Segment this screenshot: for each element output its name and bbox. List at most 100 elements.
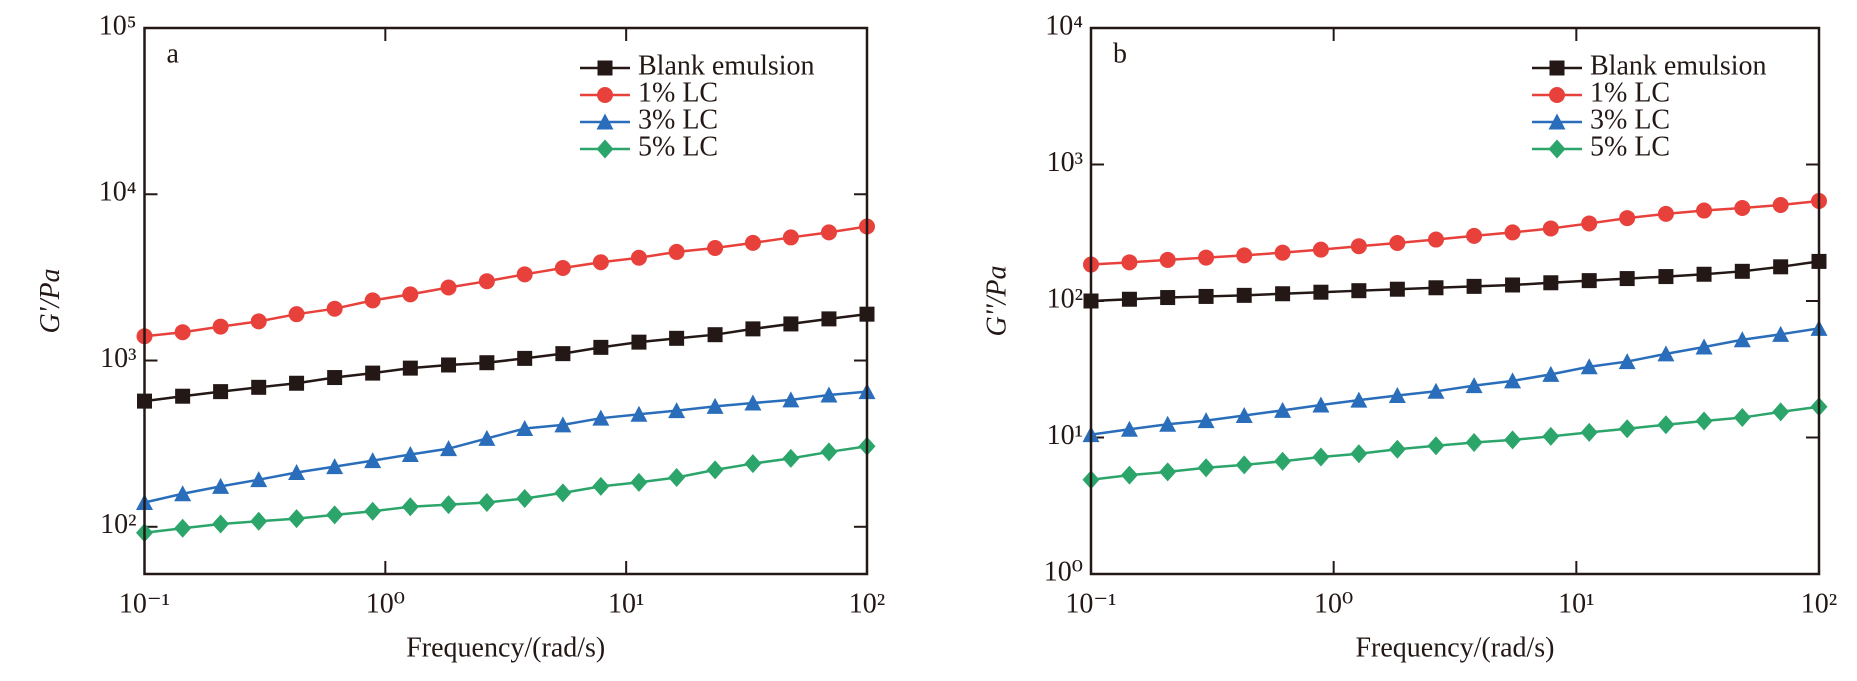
marker [1543,275,1559,291]
series-line [144,390,868,504]
marker [516,488,534,508]
marker [1657,205,1674,222]
marker [1619,210,1636,227]
marker [402,286,419,303]
marker [1542,426,1560,446]
x-axis-label: Frequency/(rad/s) [1355,632,1554,663]
marker [1504,224,1521,241]
marker [593,339,609,355]
marker [1313,284,1329,300]
y-tick-label: 10³ [1047,147,1083,178]
marker [250,313,267,330]
marker [288,509,306,529]
marker [630,249,647,266]
marker [744,454,762,474]
marker [1389,235,1406,252]
marker [1505,277,1521,293]
marker [820,386,838,403]
marker [326,505,344,525]
marker [706,397,724,414]
marker [1734,200,1751,217]
marker [1466,278,1482,294]
marker [630,472,648,492]
marker [782,229,799,246]
marker [479,355,495,371]
marker [1581,273,1597,289]
legend-marker [1549,87,1565,103]
x-tick-label: 10¹ [608,588,644,619]
marker [554,260,571,277]
marker [1465,377,1483,394]
marker [1695,338,1713,355]
marker [1160,290,1176,306]
panel-label: a [167,38,180,69]
marker [1427,436,1445,456]
marker [592,409,610,426]
legend-label: 1% LC [1590,77,1670,108]
marker [1351,283,1367,299]
marker [1197,458,1215,478]
x-tick-label: 10² [1801,588,1837,619]
marker [1388,439,1406,459]
marker [1772,325,1790,342]
y-axis-label: G'/Pa [35,268,66,333]
marker [250,471,268,488]
legend-marker [1548,113,1566,130]
marker [516,420,534,437]
marker [1236,247,1253,264]
marker [440,279,457,296]
marker [1772,402,1790,422]
marker [174,518,192,538]
marker [1159,251,1176,268]
legend-label: 3% LC [1590,104,1670,135]
y-tick-label: 10² [1047,283,1083,314]
x-axis-label: Frequency/(rad/s) [406,632,605,663]
legend-label: 5% LC [1590,131,1670,162]
marker [1504,372,1522,389]
marker [289,375,305,391]
y-tick-label: 10² [100,509,136,540]
marker [1388,387,1406,404]
marker [212,477,230,494]
marker [782,448,800,468]
marker [744,234,761,251]
marker [1389,281,1405,297]
marker [1466,227,1483,244]
legend-marker [1549,60,1565,76]
marker [1695,411,1713,431]
marker [1312,241,1329,258]
marker [1580,422,1598,442]
marker [1580,358,1598,375]
legend-label: 1% LC [638,77,718,108]
x-tick-label: 10⁻¹ [1065,588,1116,619]
marker [326,300,343,317]
marker [1121,291,1137,307]
marker [175,388,191,404]
marker [1618,419,1636,439]
marker [1658,269,1674,285]
marker [251,379,267,395]
marker [1350,238,1367,255]
x-tick-label: 10⁰ [1314,588,1353,619]
marker [288,464,306,481]
marker [1198,288,1214,304]
marker [668,243,685,260]
marker [1619,271,1635,287]
x-tick-label: 10² [849,588,885,619]
marker [212,514,230,534]
marker [1504,430,1522,450]
x-tick-label: 10⁻¹ [119,588,170,619]
marker [364,501,382,521]
marker [592,476,610,496]
y-tick-label: 10⁵ [99,10,137,41]
marker [1542,365,1560,382]
marker [478,273,495,290]
marker [555,346,571,362]
panel-label: b [1113,38,1127,69]
marker [1197,412,1215,429]
marker [401,497,419,517]
marker [1734,263,1750,279]
marker [668,467,686,487]
marker [440,440,458,457]
